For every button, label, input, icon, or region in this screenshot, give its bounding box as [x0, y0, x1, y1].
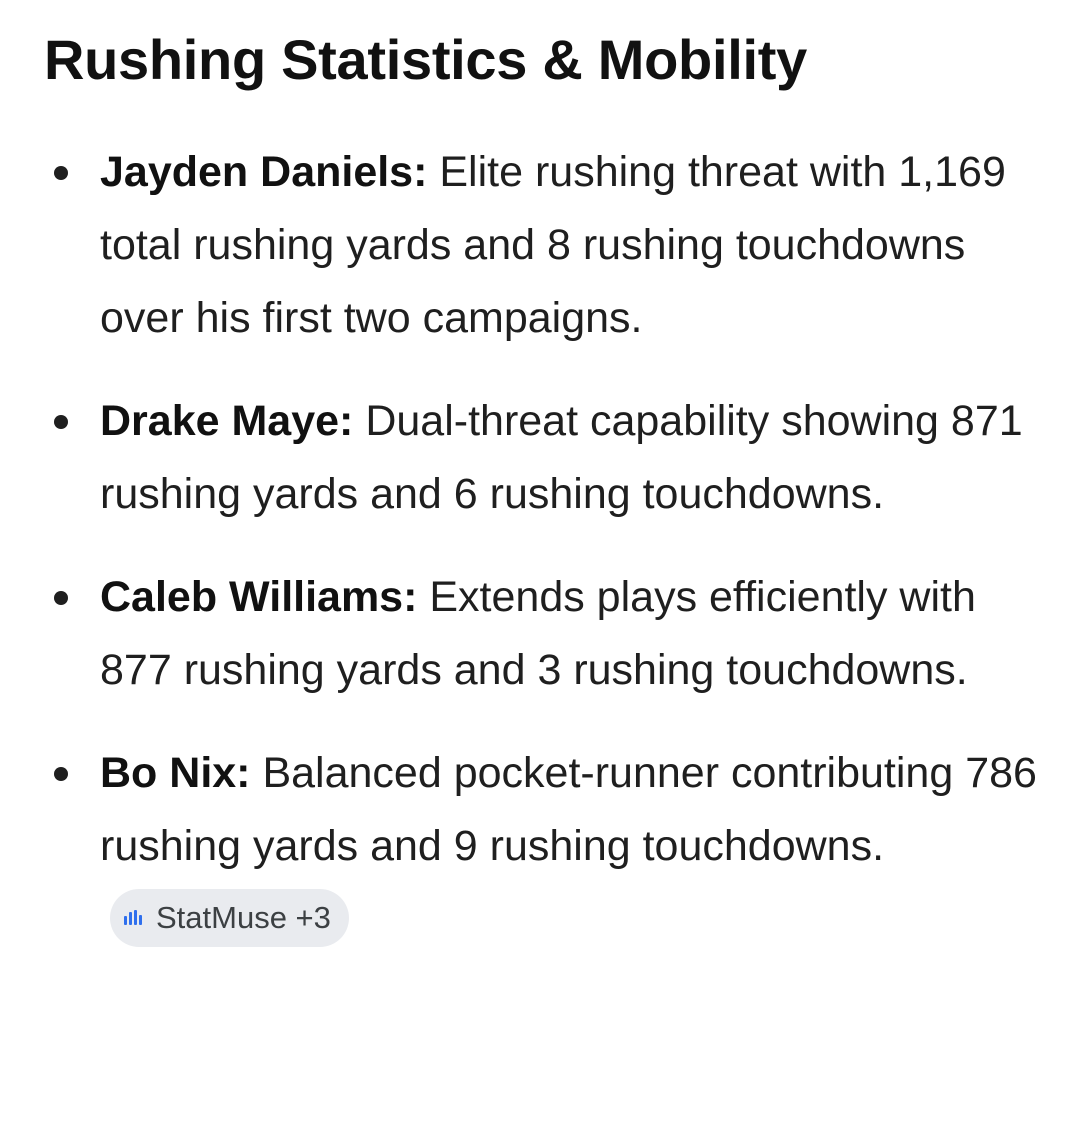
player-name: Bo Nix: [100, 749, 251, 797]
player-name: Jayden Daniels: [100, 148, 428, 196]
list-item-jayden-daniels: Jayden Daniels: Elite rushing threat wit… [44, 136, 1040, 355]
section-title: Rushing Statistics & Mobility [44, 28, 807, 91]
response-content: Rushing Statistics & Mobility Jayden Dan… [44, 28, 1040, 956]
rushing-stats-list: Jayden Daniels: Elite rushing threat wit… [44, 136, 1040, 956]
list-item-caleb-williams: Caleb Williams: Extends plays efficientl… [44, 561, 1040, 707]
list-item-bo-nix: Bo Nix: Balanced pocket-runner contribut… [44, 737, 1040, 956]
player-name: Caleb Williams: [100, 573, 418, 621]
player-description: Balanced pocket-runner contributing 786 … [100, 749, 1037, 870]
player-description: Extends plays efficiently with 877 rushi… [100, 573, 976, 694]
list-item-drake-maye: Drake Maye: Dual-threat capability showi… [44, 385, 1040, 531]
player-description: Elite rushing threat with 1,169 total ru… [100, 148, 1006, 342]
player-name: Drake Maye: [100, 397, 354, 445]
source-chip-button[interactable]: StatMuse +3 [110, 888, 349, 947]
player-description: Dual-threat capability showing 871 rushi… [100, 397, 1023, 518]
source-chip-label: StatMuse +3 [156, 900, 331, 936]
statmuse-logo-icon [122, 907, 144, 929]
